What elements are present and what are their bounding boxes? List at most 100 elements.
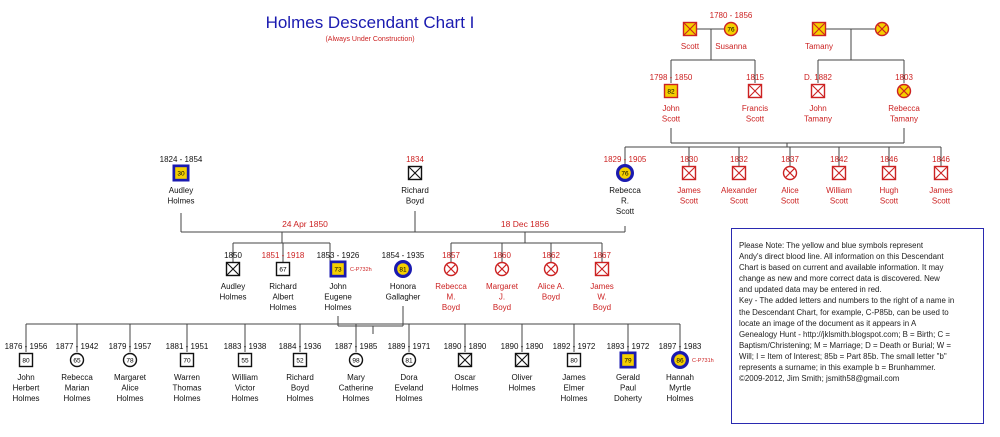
note-line: Key - The added letters and numbers to t… [739, 296, 955, 306]
name-line: Gerald [616, 373, 640, 382]
life-dates: 1887 - 1985 [335, 342, 378, 351]
note-line: Genealogy Hunt - http://jklsmith.blogspo… [739, 329, 950, 339]
life-dates: 1860 [493, 251, 511, 260]
name-line: Holmes [342, 394, 369, 403]
name-line: Holmes [12, 394, 39, 403]
age-number: 82 [667, 88, 675, 95]
name-line: Paul [620, 384, 636, 393]
person-alice-boyd: 1862 Alice A. Boyd [538, 251, 565, 302]
life-dates: 1846 [880, 155, 898, 164]
life-dates: 1867 [593, 251, 611, 260]
note-line: Chart is based on current and available … [739, 263, 944, 273]
name-line: Boyd [542, 293, 560, 302]
male-symbol [620, 352, 636, 368]
person-susanna: 76 1780 - 1856 Susanna [710, 11, 753, 51]
person-tamany-w [874, 21, 890, 37]
name-line: Holmes [395, 394, 422, 403]
name-line: R. [621, 197, 629, 206]
note-line: Please Note: The yellow and blue symbols… [739, 241, 924, 250]
name-line: Scott [662, 115, 681, 124]
name-line: Boyd [442, 303, 460, 312]
name-line: Eugene [324, 293, 352, 302]
life-dates: 1881 - 1951 [166, 342, 209, 351]
name-line: Holmes [219, 293, 246, 302]
name-line: Holmes [666, 394, 693, 403]
cross-mark [832, 166, 846, 180]
note-line: Andy's direct blood line. All informatio… [739, 252, 944, 262]
person-hugh-scott: 1846 Hugh Scott [879, 155, 898, 206]
male-symbol [18, 352, 34, 368]
people-layer: Scott 76 1780 - 1856 Susanna Tamany 82 1798 - … [5, 11, 953, 403]
age-number: 79 [624, 357, 632, 364]
name-line: Tamany [804, 115, 832, 124]
person-margaret-boyd: 1860 Margaret J.Boyd [486, 251, 519, 312]
male-symbol [663, 83, 679, 99]
marriage-date-2: 18 Dec 1856 [501, 219, 549, 229]
life-dates: 1892 - 1972 [553, 342, 596, 351]
person-tamany-a: Tamany [805, 21, 833, 51]
name-line: Thomas [173, 384, 202, 393]
life-dates: 1893 - 1972 [607, 342, 650, 351]
name-line: John [329, 282, 346, 291]
name-line: Tamany [805, 42, 833, 51]
name-line: Holmes [269, 303, 296, 312]
person-john-scott: 82 1798 - 1850 John Scott [650, 73, 693, 124]
person-james-scott-1846: 1846 James Scott [929, 155, 953, 206]
person-alexander-scott: 1832 Alexander Scott [721, 155, 757, 206]
female-symbol [122, 352, 138, 368]
life-dates: 1862 [542, 251, 560, 260]
age-number: 78 [126, 357, 134, 364]
name-line: Holmes [167, 197, 194, 206]
name-line: James [929, 186, 953, 195]
cross-mark [732, 166, 746, 180]
life-dates: 1890 - 1890 [501, 342, 544, 351]
age-number: 70 [183, 357, 191, 364]
male-symbol [292, 352, 308, 368]
cross-mark [515, 353, 529, 367]
female-symbol [348, 352, 364, 368]
life-dates: 1857 [442, 251, 460, 260]
name-line: Catherine [339, 384, 374, 393]
name-line: J. [499, 293, 505, 302]
life-dates: 1890 - 1890 [444, 342, 487, 351]
life-dates: 1824 - 1854 [160, 155, 203, 164]
name-line: Alice A. [538, 282, 565, 291]
person-audley-1850: 1850 Audley Holmes [219, 251, 246, 302]
name-line: Boyd [493, 303, 511, 312]
note-line: change as new and more correct data is d… [739, 274, 940, 284]
name-line: Albert [273, 293, 295, 302]
person-oscar: 1890 - 1890 Oscar Holmes [444, 342, 487, 393]
connector-lines [25, 28, 942, 352]
name-line: William [826, 186, 852, 195]
life-dates: 1846 [932, 155, 950, 164]
life-dates: 1879 - 1957 [109, 342, 152, 351]
age-number: 76 [727, 26, 735, 33]
name-line: Elmer [564, 384, 585, 393]
female-symbol [672, 352, 688, 368]
person-james-boyd: 1867 James W.Boyd [590, 251, 614, 312]
name-line: Victor [235, 384, 256, 393]
age-number: 86 [676, 357, 684, 364]
age-number: 98 [352, 357, 360, 364]
life-dates: 1834 [406, 155, 424, 164]
life-dates: 1830 [680, 155, 698, 164]
age-number: 81 [399, 266, 407, 273]
name-line: Richard [269, 282, 297, 291]
life-dates: 1850 [224, 251, 242, 260]
name-line: Holmes [173, 394, 200, 403]
person-francis-scott: 1815 Francis Scott [742, 73, 768, 124]
female-symbol [395, 261, 411, 277]
note-line: Baptism/Christening; M = Marriage; D = D… [739, 340, 952, 350]
life-dates: 1854 - 1935 [382, 251, 425, 260]
name-line: Scott [880, 197, 899, 206]
life-dates: 1832 [730, 155, 748, 164]
life-dates: 1884 - 1936 [279, 342, 322, 351]
name-line: Susanna [715, 42, 747, 51]
age-number: 65 [73, 357, 81, 364]
